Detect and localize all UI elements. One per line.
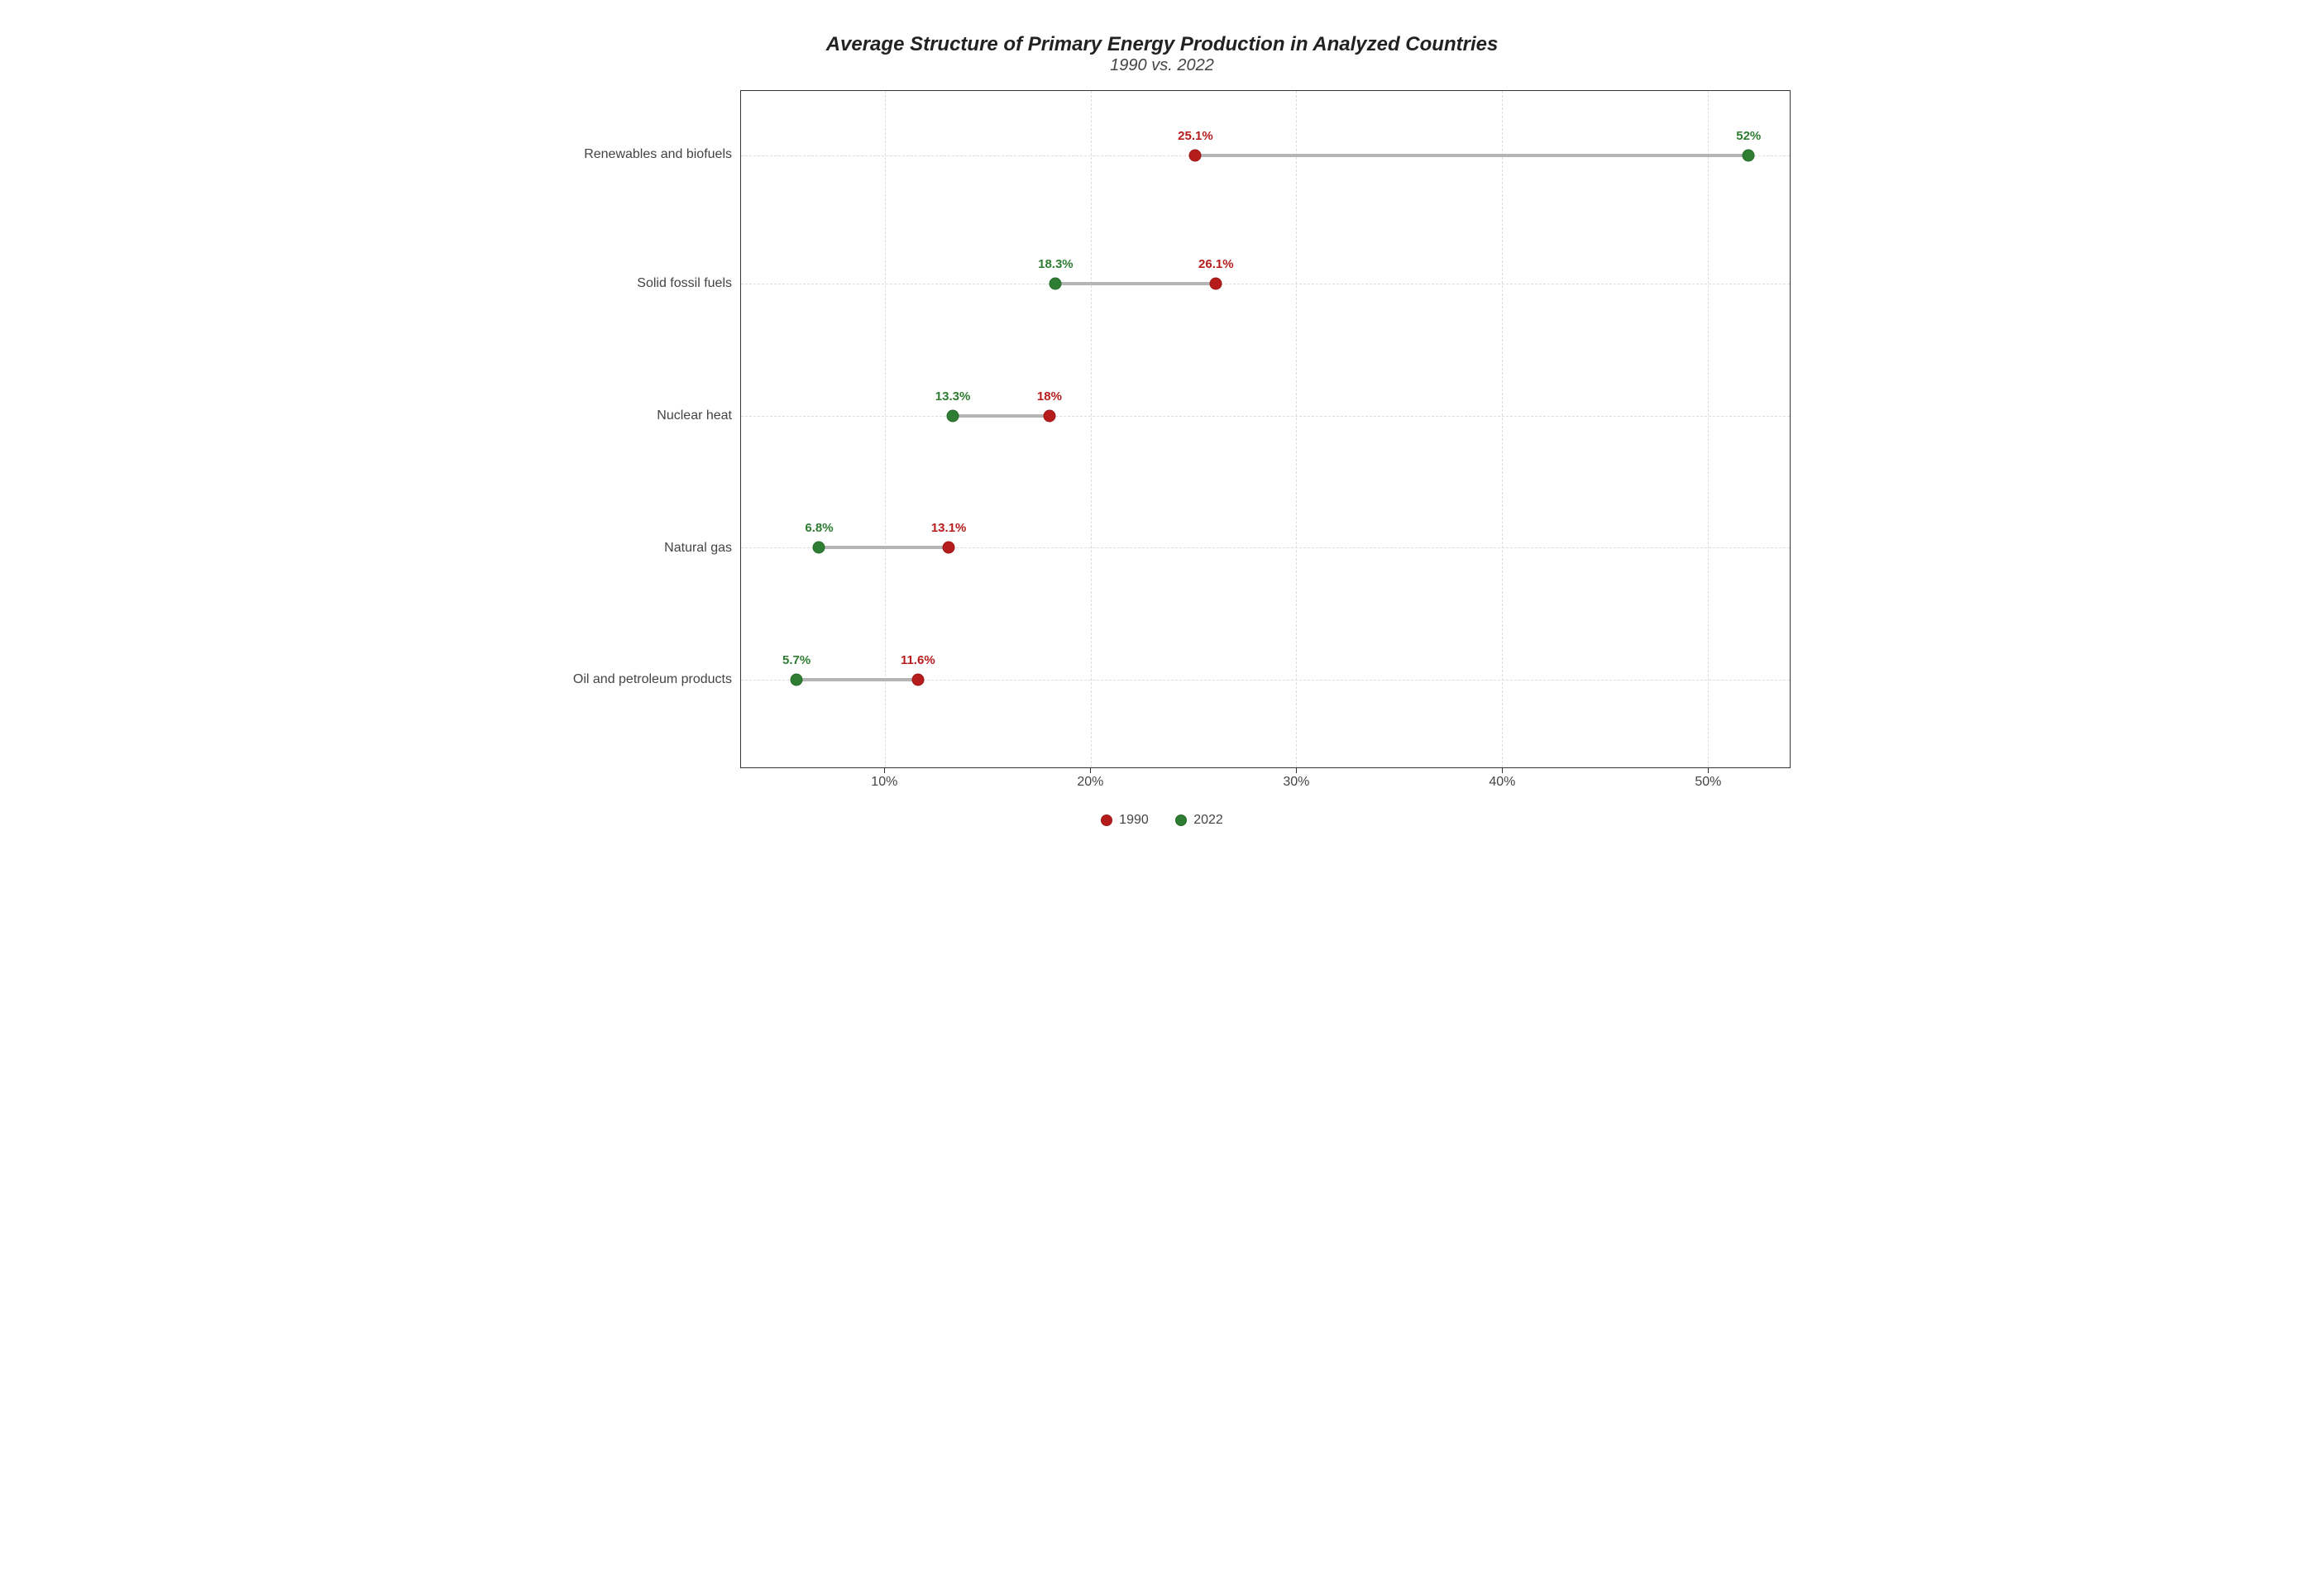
connector-line xyxy=(1055,282,1216,285)
value-label-1990: 26.1% xyxy=(1198,257,1234,271)
connector-line xyxy=(1195,154,1748,157)
legend-dot-1990 xyxy=(1101,814,1112,826)
gridline-vertical xyxy=(1296,91,1297,767)
x-tick-label: 10% xyxy=(871,775,897,790)
dot-2022 xyxy=(1050,278,1062,290)
legend-dot-2022 xyxy=(1175,814,1187,826)
gridline-vertical xyxy=(885,91,886,767)
chart-body: Renewables and biofuels Solid fossil fuel… xyxy=(533,90,1791,768)
dot-1990 xyxy=(1210,278,1222,290)
y-axis-label: Renewables and biofuels xyxy=(584,147,732,162)
gridline-vertical xyxy=(1502,91,1503,767)
gridline-vertical xyxy=(1091,91,1092,767)
dot-1990 xyxy=(911,673,924,686)
value-label-1990: 18% xyxy=(1037,389,1062,404)
dot-1990 xyxy=(1189,149,1202,161)
legend: 1990 2022 xyxy=(533,813,1791,830)
value-label-1990: 11.6% xyxy=(901,653,935,667)
value-label-1990: 25.1% xyxy=(1178,129,1213,143)
dot-2022 xyxy=(791,673,803,686)
x-tick-label: 50% xyxy=(1695,775,1721,790)
x-tick-label: 30% xyxy=(1283,775,1309,790)
legend-label-2022: 2022 xyxy=(1193,813,1223,828)
y-axis-label: Oil and petroleum products xyxy=(573,672,732,687)
dot-2022 xyxy=(947,409,959,422)
chart-container: Average Structure of Primary Energy Prod… xyxy=(533,33,1791,830)
value-label-2022: 5.7% xyxy=(782,653,811,667)
x-tick-label: 40% xyxy=(1489,775,1515,790)
y-axis-label: Nuclear heat xyxy=(657,408,732,423)
dot-1990 xyxy=(943,542,955,554)
gridline-vertical xyxy=(1708,91,1709,767)
chart-title: Average Structure of Primary Energy Prod… xyxy=(533,33,1791,56)
dot-2022 xyxy=(1743,149,1755,161)
legend-label-1990: 1990 xyxy=(1119,813,1149,828)
x-tick-label: 20% xyxy=(1077,775,1103,790)
connector-line xyxy=(953,414,1050,418)
x-axis: 10% 20% 30% 40% 50% xyxy=(740,768,1791,793)
gridline-horizontal xyxy=(741,416,1790,417)
dot-1990 xyxy=(1043,409,1055,422)
connector-line xyxy=(796,678,918,681)
y-axis-label: Natural gas xyxy=(664,541,732,556)
value-label-2022: 13.3% xyxy=(935,389,971,404)
connector-line xyxy=(819,546,949,549)
value-label-2022: 52% xyxy=(1736,129,1761,143)
y-axis: Renewables and biofuels Solid fossil fuel… xyxy=(533,90,740,768)
y-axis-label: Solid fossil fuels xyxy=(637,276,732,291)
legend-item-1990: 1990 xyxy=(1101,813,1149,828)
chart-subtitle: 1990 vs. 2022 xyxy=(533,56,1791,75)
dot-2022 xyxy=(813,542,825,554)
value-label-1990: 13.1% xyxy=(931,521,967,535)
legend-item-2022: 2022 xyxy=(1175,813,1223,828)
value-label-2022: 18.3% xyxy=(1038,257,1074,271)
plot-area: 25.1% 52% 26.1% 18.3% 18% 13.3% 13.1% 6.8% 11.6%… xyxy=(740,90,1791,768)
value-label-2022: 6.8% xyxy=(805,521,833,535)
